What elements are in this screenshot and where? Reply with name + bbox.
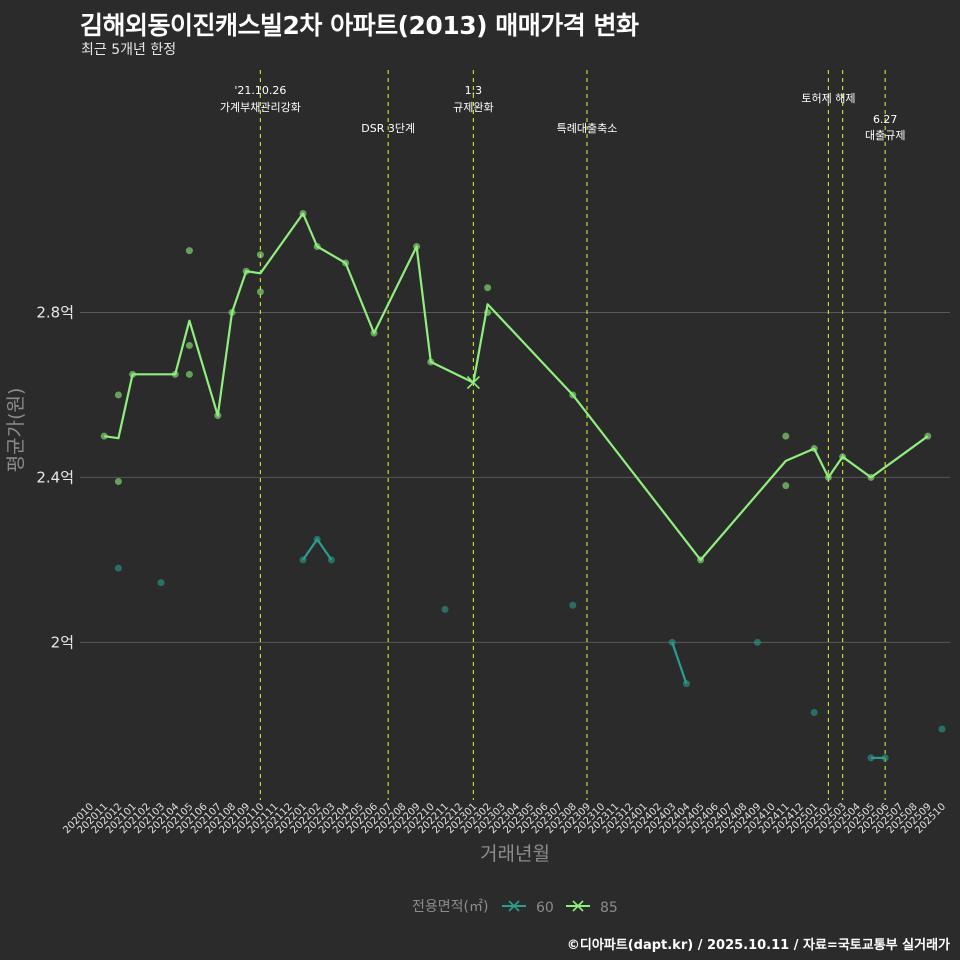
event-label: 규제완화 (453, 101, 493, 114)
event-label: 특례대출축소 (557, 122, 618, 135)
legend-key-cross-60 (508, 900, 520, 912)
legend: 전용면적(㎡) 60 85 (412, 899, 618, 916)
legend-label-85: 85 (600, 900, 618, 916)
series-line-85 (104, 212, 929, 561)
grid-layer (80, 311, 950, 643)
series-line-60 (302, 538, 333, 561)
legend-key-cross-85 (572, 900, 584, 912)
series-line-60 (671, 642, 688, 684)
point-60 (157, 579, 165, 587)
event-label: DSR 3단계 (361, 122, 415, 135)
point-60 (114, 564, 122, 572)
point-60 (810, 709, 818, 717)
event-label: 1.3 (465, 84, 483, 97)
axis-layer: 2억2.4억2.8억202010202011202012202101202102… (36, 303, 948, 836)
point-85 (185, 370, 193, 378)
legend-label-60: 60 (536, 900, 554, 916)
point-85 (114, 391, 122, 399)
event-label: 가계부채관리강화 (220, 101, 301, 114)
event-label: 토허제 해제 (801, 91, 855, 105)
chart-subtitle: 최근 5개년 한정 (81, 42, 177, 58)
event-label: 6.27 (873, 113, 898, 126)
event-label: 대출규제 (865, 129, 905, 142)
point-85 (484, 284, 492, 292)
legend-title: 전용면적(㎡) (412, 899, 488, 915)
point-85 (185, 247, 193, 255)
point-85 (114, 478, 122, 486)
x-axis-label: 거래년월 (480, 843, 550, 865)
point-85 (185, 341, 193, 349)
point-85 (256, 251, 264, 259)
point-60 (753, 638, 761, 646)
point-85 (782, 432, 790, 440)
point-85 (256, 288, 264, 296)
y-tick-label: 2.8억 (36, 303, 74, 321)
legend-items: 60 85 (502, 900, 618, 916)
point-85 (782, 482, 790, 490)
point-85 (100, 432, 108, 440)
y-axis-label: 평균가(원) (5, 388, 27, 473)
cross-marker-85 (466, 376, 480, 390)
source-caption: ©디아파트(dapt.kr) / 2025.10.11 / 자료=국토교통부 실… (566, 938, 950, 953)
y-tick-label: 2억 (51, 633, 74, 651)
event-label: '21.10.26 (234, 84, 286, 97)
point-60 (938, 725, 946, 733)
y-tick-label: 2.4억 (36, 468, 74, 486)
chart-title: 김해외동이진캐스빌2차 아파트(2013) 매매가격 변화 (80, 11, 639, 40)
series-layer (100, 209, 946, 762)
point-60 (441, 605, 449, 613)
point-60 (569, 601, 577, 609)
